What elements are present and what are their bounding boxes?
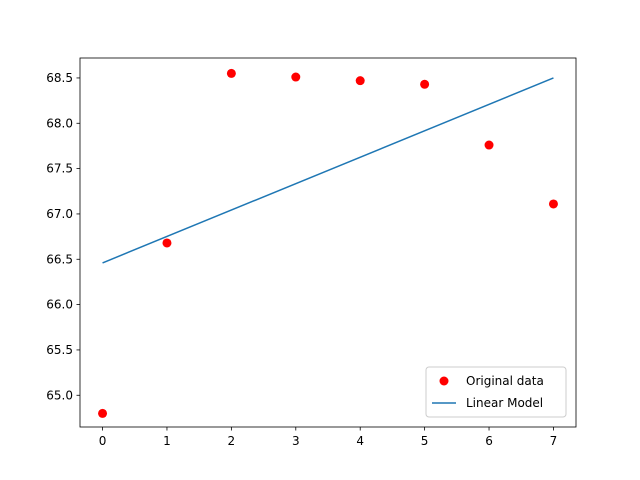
x-tick-label: 7 (550, 434, 558, 448)
data-point (420, 79, 430, 89)
x-tick-label: 1 (163, 434, 171, 448)
x-tick-label: 4 (356, 434, 364, 448)
data-point (226, 68, 236, 78)
x-tick-label: 3 (292, 434, 300, 448)
y-tick-label: 65.0 (46, 388, 73, 402)
data-point (484, 140, 494, 150)
x-tick-label: 5 (421, 434, 429, 448)
legend-label-original-data: Original data (466, 374, 544, 388)
axes: 0 1 2 3 4 5 6 7 65.0 65.5 66.0 66.5 67.0 67.5 68.0 68.5 (46, 57, 577, 448)
data-point (355, 76, 365, 86)
legend-marker-original-data (439, 376, 449, 386)
legend: Original data Linear Model (425, 366, 567, 418)
y-tick-label: 68.0 (46, 116, 73, 130)
legend-label-linear-model: Linear Model (466, 396, 543, 410)
x-tick-label: 6 (485, 434, 493, 448)
x-tick-label: 2 (228, 434, 236, 448)
legend-box (425, 366, 567, 418)
plot-area (98, 68, 558, 418)
y-tick-label: 67.0 (46, 207, 73, 221)
linear-model-line (102, 77, 554, 264)
data-point (291, 72, 301, 82)
x-tick-label: 0 (99, 434, 107, 448)
y-tick-label: 65.5 (46, 343, 73, 357)
y-tick-label: 68.5 (46, 71, 73, 85)
data-point (162, 238, 172, 248)
data-point (548, 199, 558, 209)
y-tick-label: 66.0 (46, 298, 73, 312)
y-tick-label: 66.5 (46, 252, 73, 266)
data-point (98, 408, 108, 418)
y-tick-label: 67.5 (46, 162, 73, 176)
axes-frame (79, 57, 577, 428)
